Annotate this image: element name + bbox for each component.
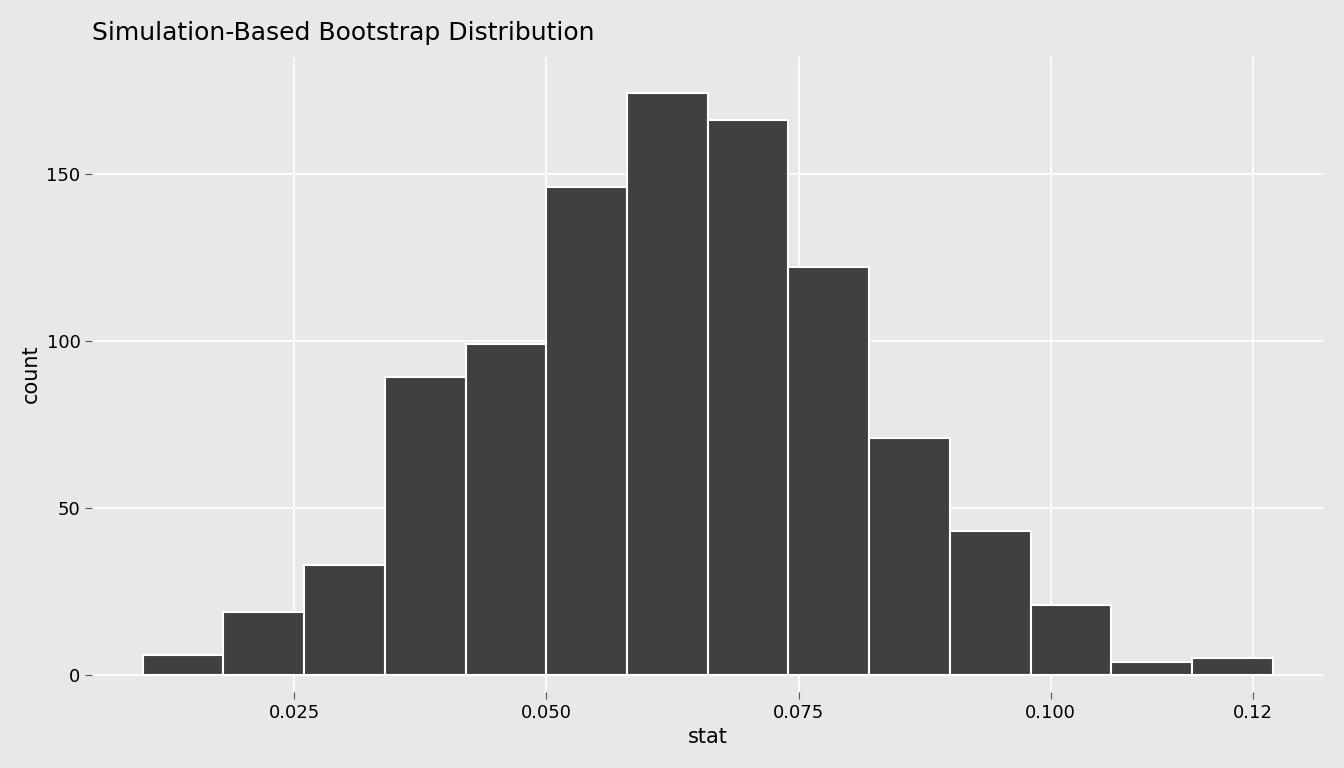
Bar <box>465 344 546 675</box>
Y-axis label: count: count <box>22 345 40 403</box>
Bar <box>628 93 708 675</box>
Bar <box>950 531 1031 675</box>
Bar <box>546 187 628 675</box>
Bar <box>142 655 223 675</box>
Bar <box>1031 605 1111 675</box>
Bar <box>1111 662 1192 675</box>
Text: Simulation-Based Bootstrap Distribution: Simulation-Based Bootstrap Distribution <box>93 21 595 45</box>
Bar <box>384 378 465 675</box>
Bar <box>1192 658 1273 675</box>
Bar <box>708 120 789 675</box>
Bar <box>870 438 950 675</box>
X-axis label: stat: stat <box>688 727 727 747</box>
Bar <box>304 564 384 675</box>
Bar <box>223 611 304 675</box>
Bar <box>789 267 870 675</box>
